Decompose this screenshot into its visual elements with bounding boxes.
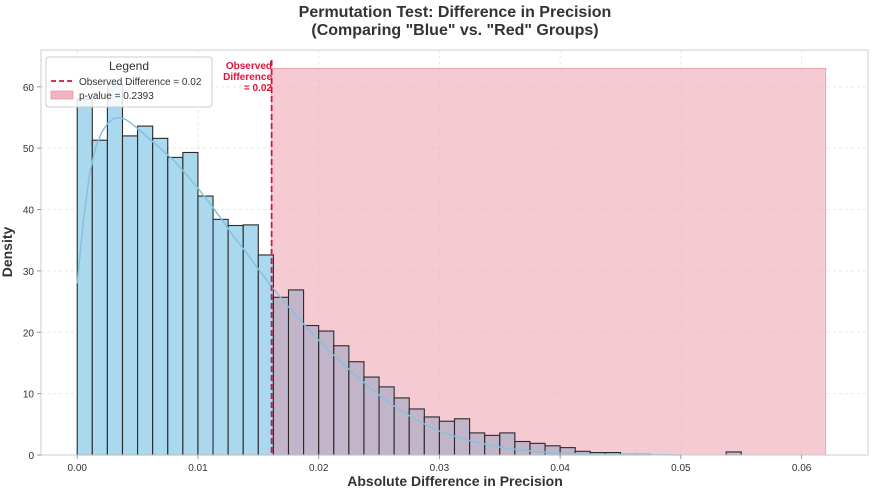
histogram-bar	[318, 330, 335, 456]
x-tick-label: 0.05	[671, 463, 691, 474]
x-tick-label: 0.03	[430, 463, 450, 474]
chart-title: Permutation Test: Difference in Precisio…	[299, 4, 612, 21]
histogram-bars	[76, 83, 742, 456]
y-axis-label: Density	[0, 227, 15, 278]
histogram-bar	[423, 416, 440, 456]
histogram-bar	[272, 296, 290, 456]
y-axis-ticks: 0 10 20 30 40 50 60	[23, 83, 41, 462]
histogram-bar	[212, 218, 229, 456]
observed-annotation: Observed Difference = 0.02	[223, 61, 272, 94]
x-tick-label: 0.01	[188, 463, 208, 474]
x-tick-label: 0.00	[67, 463, 87, 474]
histogram-bar	[499, 432, 516, 456]
x-axis-ticks: 0.00 0.01 0.02 0.03 0.04 0.05 0.06	[67, 455, 812, 474]
annotation-line-3: = 0.02	[244, 83, 273, 94]
legend-pvalue-swatch	[50, 90, 74, 100]
y-tick-label: 60	[23, 83, 35, 94]
histogram-bar	[197, 195, 214, 456]
histogram-bar	[529, 442, 546, 456]
legend-pvalue-label: p-value = 0.2393	[79, 91, 154, 102]
y-tick-label: 0	[28, 451, 34, 462]
histogram-bar	[167, 156, 184, 456]
histogram-bar	[137, 125, 154, 456]
histogram-bar	[152, 137, 169, 456]
annotation-line-1: Observed	[226, 61, 272, 72]
x-tick-label: 0.04	[550, 463, 570, 474]
histogram-bar	[303, 324, 320, 456]
plot-frame	[40, 49, 869, 456]
legend-observed-label: Observed Difference = 0.02	[79, 77, 202, 88]
kde-line	[76, 116, 681, 456]
legend-title: Legend	[109, 59, 149, 73]
annotation-line-2: Difference	[223, 72, 272, 83]
histogram-bar	[121, 135, 139, 456]
kde-curve	[76, 116, 681, 456]
y-tick-label: 50	[23, 144, 35, 155]
legend-box	[45, 56, 213, 108]
y-tick-label: 20	[23, 328, 35, 339]
histogram-bar	[91, 139, 108, 456]
x-tick-label: 0.02	[309, 463, 329, 474]
histogram-bar	[76, 98, 93, 456]
chart-subtitle: (Comparing "Blue" vs. "Red" Groups)	[311, 22, 598, 39]
y-tick-label: 40	[23, 206, 35, 217]
y-tick-label: 30	[23, 267, 35, 278]
x-axis-label: Absolute Difference in Precision	[347, 473, 563, 489]
histogram-bar	[106, 83, 124, 456]
histogram-bar	[408, 408, 425, 456]
histogram-bar	[182, 151, 199, 456]
histogram-bar	[514, 440, 531, 456]
y-tick-label: 10	[23, 390, 35, 401]
histogram-bar	[438, 420, 456, 456]
x-tick-label: 0.06	[792, 463, 812, 474]
histogram-bar	[393, 397, 410, 456]
legend: Legend Observed Difference = 0.02 p-valu…	[45, 56, 213, 108]
histogram-bar	[227, 224, 244, 456]
